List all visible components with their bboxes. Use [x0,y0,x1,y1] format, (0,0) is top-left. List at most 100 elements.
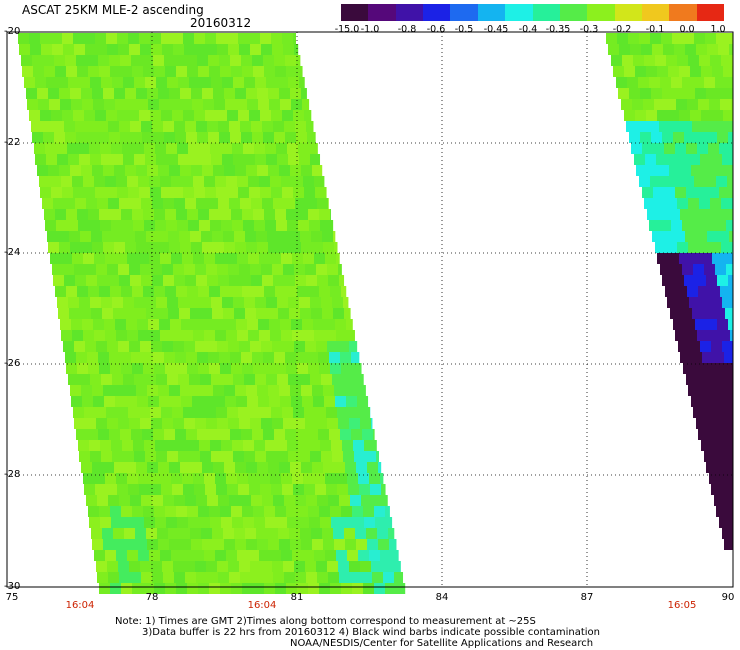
swath-cell [119,121,130,132]
swath-cell [165,583,176,594]
swath-cell [686,330,697,341]
swath-cell [112,77,123,88]
swath-cell [308,506,319,517]
swath-cell [249,187,260,198]
swath-cell [46,154,57,165]
swath-cell [287,220,298,231]
swath-cell [702,352,713,363]
swath-cell [240,275,251,286]
swath-cell [68,154,79,165]
swath-cell [158,242,169,253]
swath-cell [296,132,307,143]
swath-cell [323,385,334,396]
swath-cell [263,429,274,440]
swath-cell [88,506,99,517]
latitude-label: -20 [4,26,21,37]
swath-cell [220,66,231,77]
swath-cell [244,374,255,385]
swath-cell [207,495,218,506]
swath-cell [124,231,135,242]
swath-cell [239,561,250,572]
swath-cell [282,484,293,495]
swath-cell [120,429,131,440]
swath-cell [171,550,182,561]
swath-cell [100,440,111,451]
swath-cell [343,297,349,308]
swath-cell [158,165,169,176]
swath-cell [273,275,284,286]
swath-cell [265,220,276,231]
swath-cell [112,451,123,462]
swath-cell [210,440,221,451]
swath-cell [662,275,673,286]
swath-cell [98,352,109,363]
swath-cell [53,121,64,132]
swath-cell [711,341,722,352]
swath-cell [119,495,130,506]
swath-cell [72,330,83,341]
swath-cell [171,253,182,264]
swath-cell [180,165,191,176]
swath-cell [254,517,265,528]
swath-cell [286,506,297,517]
swath-cell [297,363,308,374]
swath-cell [299,154,310,165]
swath-cell [652,44,663,55]
swath-cell [92,88,103,99]
swath-cell [192,99,203,110]
swath-cell [155,220,166,231]
swath-cell [314,550,325,561]
swath-cell [269,396,280,407]
colorbar-label: 0.0 [679,24,695,35]
swath-cell [283,561,294,572]
swath-cell [142,55,153,66]
swath-cell [252,55,263,66]
swath-cell [57,297,68,308]
swath-cell [90,154,101,165]
swath-cell [220,506,231,517]
swath-cell [367,539,378,550]
swath-cell [718,231,729,242]
swath-cell [683,176,694,187]
swath-cell [303,253,314,264]
swath-cell [207,572,218,583]
swath-cell [236,396,247,407]
swath-cell [228,264,239,275]
swath-cell [703,121,714,132]
swath-cell [217,264,228,275]
swath-cell [281,253,292,264]
swath-cell [704,451,715,462]
swath-cell [305,264,316,275]
swath-cell [661,176,672,187]
swath-cell [312,165,323,176]
map-title: ASCAT 25KM MLE-2 ascending [22,3,204,17]
swath-cell [71,319,82,330]
swath-cell [140,561,151,572]
swath-cell [277,154,288,165]
swath-cell [305,418,316,429]
swath-cell [336,473,347,484]
swath-cell [616,77,627,88]
swath-cell [138,330,149,341]
swath-cell [250,561,261,572]
swath-cell [228,341,239,352]
swath-cell [718,44,729,55]
swath-cell [174,275,185,286]
swath-cell [227,484,238,495]
swath-cell [257,88,268,99]
swath-cell [226,473,237,484]
swath-cell [186,352,197,363]
swath-cell [137,319,148,330]
swath-cell [330,209,331,220]
swath-cell [662,88,673,99]
swath-cell [297,286,308,297]
swath-cell [231,506,242,517]
swath-cell [702,396,713,407]
swath-cell [684,319,695,330]
swath-cell [167,374,178,385]
swath-cell [134,451,145,462]
swath-cell [303,473,314,484]
swath-cell [318,429,329,440]
swath-cell [334,242,338,253]
colorbar-swatch-4 [450,4,478,21]
